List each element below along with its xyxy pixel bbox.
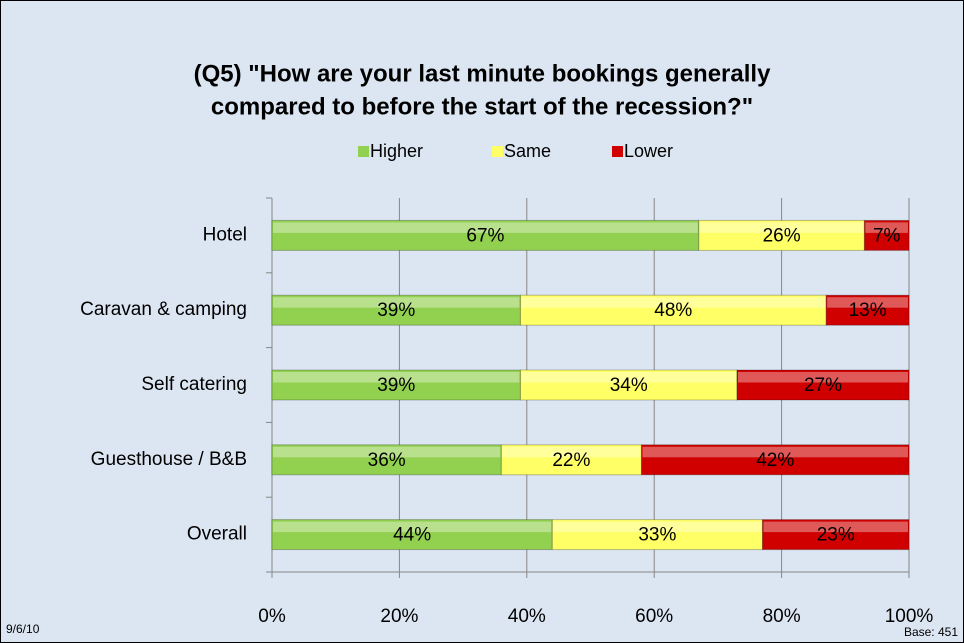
data-label: 34% <box>610 375 648 396</box>
bar <box>863 219 910 251</box>
data-label: 36% <box>368 450 406 471</box>
bar <box>271 219 700 251</box>
bar <box>736 369 910 401</box>
y-tick-label: Hotel <box>203 224 247 245</box>
x-tick-label: 20% <box>380 606 418 627</box>
bar-highlight <box>642 446 908 458</box>
legend-label: Lower <box>624 141 673 161</box>
data-label: 13% <box>849 300 887 321</box>
bar-highlight <box>699 222 864 233</box>
bar <box>271 519 553 551</box>
data-label: 44% <box>393 525 431 546</box>
bar-highlight <box>273 521 552 533</box>
y-tick-label: Guesthouse / B&B <box>91 449 247 470</box>
data-label: 26% <box>763 225 801 246</box>
chart-title: (Q5) "How are your last minute bookings … <box>194 60 771 87</box>
bar <box>271 369 521 401</box>
bar-highlight <box>553 521 762 533</box>
data-label: 7% <box>873 225 901 246</box>
data-label: 33% <box>638 525 676 546</box>
chart-title: compared to before the start of the rece… <box>211 93 753 120</box>
x-tick-label: 0% <box>258 606 286 627</box>
data-label: 23% <box>817 525 855 546</box>
bar-highlight <box>827 297 908 308</box>
bar-highlight <box>273 222 698 233</box>
bar-highlight <box>763 521 908 533</box>
data-label: 42% <box>756 450 794 471</box>
bar <box>761 519 910 551</box>
legend-swatch <box>358 146 369 157</box>
x-tick-label: 40% <box>508 606 546 627</box>
bar-highlight <box>865 222 908 233</box>
y-tick-label: Overall <box>187 524 247 545</box>
bar-highlight <box>738 372 908 383</box>
legend-label: Same <box>504 141 551 161</box>
date: 9/6/10 <box>6 622 40 636</box>
legend-swatch <box>492 146 503 157</box>
bar <box>519 294 827 326</box>
data-label: 48% <box>654 300 692 321</box>
x-tick-label: 100% <box>885 606 934 627</box>
bar-highlight <box>521 297 826 308</box>
bar-highlight <box>521 372 737 383</box>
bar <box>640 444 910 476</box>
data-label: 39% <box>377 300 415 321</box>
data-label: 22% <box>552 450 590 471</box>
x-tick-label: 80% <box>763 606 801 627</box>
bar-highlight <box>273 372 520 383</box>
bar <box>551 519 763 551</box>
bar-highlight <box>273 446 501 458</box>
bar-highlight <box>502 446 641 458</box>
bar <box>825 294 910 326</box>
data-label: 27% <box>804 375 842 396</box>
bar <box>271 444 502 476</box>
y-tick-label: Caravan & camping <box>80 299 247 320</box>
base-note: Base: 451 <box>904 625 958 639</box>
y-tick-label: Self catering <box>141 374 247 395</box>
x-tick-label: 60% <box>635 606 673 627</box>
legend-swatch <box>612 146 623 157</box>
bar <box>519 369 738 401</box>
data-label: 39% <box>377 375 415 396</box>
legend-label: Higher <box>370 141 423 161</box>
data-label: 67% <box>466 225 504 246</box>
bar-highlight <box>273 297 520 308</box>
bar <box>271 294 521 326</box>
